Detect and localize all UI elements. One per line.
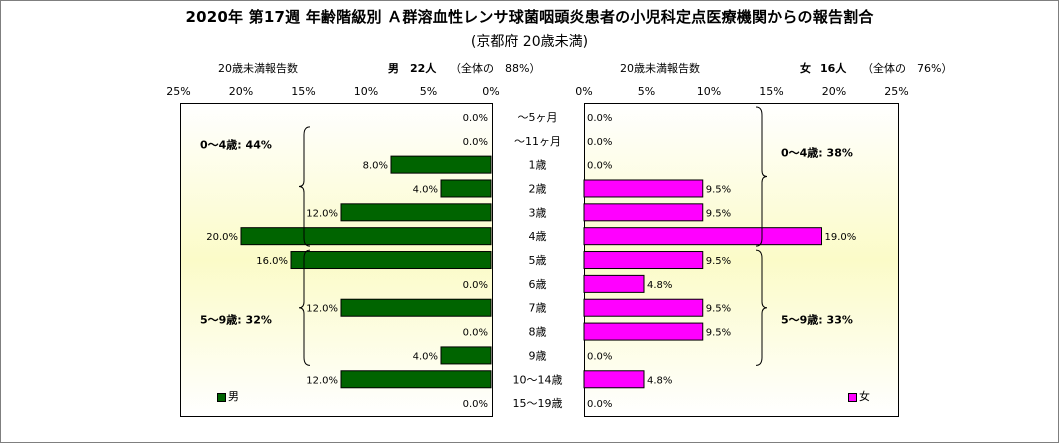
female-value-label: 0.0%: [587, 161, 612, 172]
female-sex-label: 女: [800, 62, 811, 75]
category-label: 10～14歳: [513, 373, 563, 386]
male-share: （全体の 88%）: [450, 62, 541, 75]
female-axis-tick: 20%: [822, 85, 846, 98]
male-axis-tick: 10%: [354, 85, 378, 98]
male-bar: [440, 346, 492, 365]
category-label: 1歳: [529, 159, 547, 172]
female-annotation: 5～9歳: 33%: [781, 313, 853, 327]
male-sex-label: 男: [388, 62, 399, 75]
chart-title: 2020年 第17週 年齢階級別 Ａ群溶血性レンサ球菌咽頭炎患者の小児科定点医療…: [185, 8, 874, 26]
male-age-bracket: [298, 249, 311, 366]
female-value-label: 0.0%: [587, 399, 612, 410]
category-label: 8歳: [529, 326, 547, 339]
female-age-bracket: [755, 106, 768, 247]
category-label: ～11ヶ月: [514, 135, 561, 148]
female-axis-tick: 0%: [575, 85, 592, 98]
male-value-label: 8.0%: [363, 161, 388, 172]
male-axis-tick: 25%: [166, 85, 190, 98]
female-axis-tick: 5%: [638, 85, 655, 98]
female-bar: [583, 251, 704, 270]
male-bar: [340, 370, 492, 389]
female-axis-tick: 10%: [697, 85, 721, 98]
female-value-label: 9.5%: [706, 328, 731, 339]
female-value-label: 0.0%: [587, 351, 612, 362]
male-value-label: 0.0%: [463, 280, 488, 291]
male-bar: [440, 179, 492, 198]
category-label: 9歳: [529, 349, 547, 362]
category-label: 15～19歳: [513, 397, 563, 410]
male-value-label: 12.0%: [306, 304, 338, 315]
male-axis-tick: 20%: [229, 85, 253, 98]
legend-female-swatch: [848, 392, 857, 402]
male-axis-tick: 0%: [482, 85, 499, 98]
category-label: ～5ヶ月: [518, 111, 558, 124]
male-value-label: 4.0%: [413, 351, 438, 362]
male-count-label: 20歳未満報告数: [218, 62, 298, 75]
female-value-label: 9.5%: [706, 304, 731, 315]
male-bar: [340, 298, 492, 317]
male-value-label: 20.0%: [206, 232, 238, 243]
female-annotation: 0～4歳: 38%: [781, 146, 853, 160]
male-value-label: 0.0%: [463, 113, 488, 124]
female-bar: [583, 203, 704, 222]
female-bar: [583, 322, 704, 341]
female-count-label: 20歳未満報告数: [620, 62, 700, 75]
female-share: （全体の 76%）: [862, 62, 953, 75]
male-bar: [390, 155, 492, 174]
legend-female: 女: [848, 388, 870, 404]
female-value-label: 9.5%: [706, 208, 731, 219]
category-label: 2歳: [529, 182, 547, 195]
female-age-bracket: [755, 249, 768, 366]
category-label: 6歳: [529, 278, 547, 291]
male-value-label: 12.0%: [306, 208, 338, 219]
category-label: 3歳: [529, 206, 547, 219]
female-value-label: 0.0%: [587, 137, 612, 148]
female-bar: [583, 298, 704, 317]
male-axis-tick: 5%: [420, 85, 437, 98]
legend-male: 男: [217, 388, 239, 404]
female-value-label: 9.5%: [706, 184, 731, 195]
legend-male-label: 男: [228, 390, 239, 403]
male-value-label: 12.0%: [306, 375, 338, 386]
female-bar: [583, 227, 822, 246]
male-value-label: 0.0%: [463, 399, 488, 410]
female-bar: [583, 274, 645, 293]
male-count: 22人: [410, 62, 437, 75]
category-label: 7歳: [529, 302, 547, 315]
male-bar: [240, 227, 492, 246]
female-value-label: 9.5%: [706, 256, 731, 267]
female-value-label: 4.8%: [647, 375, 672, 386]
category-label: 5歳: [529, 254, 547, 267]
female-value-label: 19.0%: [825, 232, 857, 243]
male-bar: [290, 251, 492, 270]
female-axis-tick: 25%: [884, 85, 908, 98]
female-bar: [583, 179, 704, 198]
male-bar: [340, 203, 492, 222]
legend-female-label: 女: [859, 390, 870, 403]
male-value-label: 4.0%: [413, 184, 438, 195]
female-value-label: 0.0%: [587, 113, 612, 124]
male-value-label: 0.0%: [463, 328, 488, 339]
male-value-label: 16.0%: [256, 256, 288, 267]
female-axis-tick: 15%: [759, 85, 783, 98]
male-annotation: 0～4歳: 44%: [200, 138, 272, 152]
legend-male-swatch: [217, 392, 226, 402]
category-label: 4歳: [529, 230, 547, 243]
female-bar: [583, 370, 645, 389]
male-axis-tick: 15%: [291, 85, 315, 98]
male-age-bracket: [298, 126, 311, 247]
male-value-label: 0.0%: [463, 137, 488, 148]
female-value-label: 4.8%: [647, 280, 672, 291]
chart-subtitle: (京都府 20歳未満): [470, 34, 589, 50]
male-annotation: 5～9歳: 32%: [200, 313, 272, 327]
female-count: 16人: [820, 62, 847, 75]
